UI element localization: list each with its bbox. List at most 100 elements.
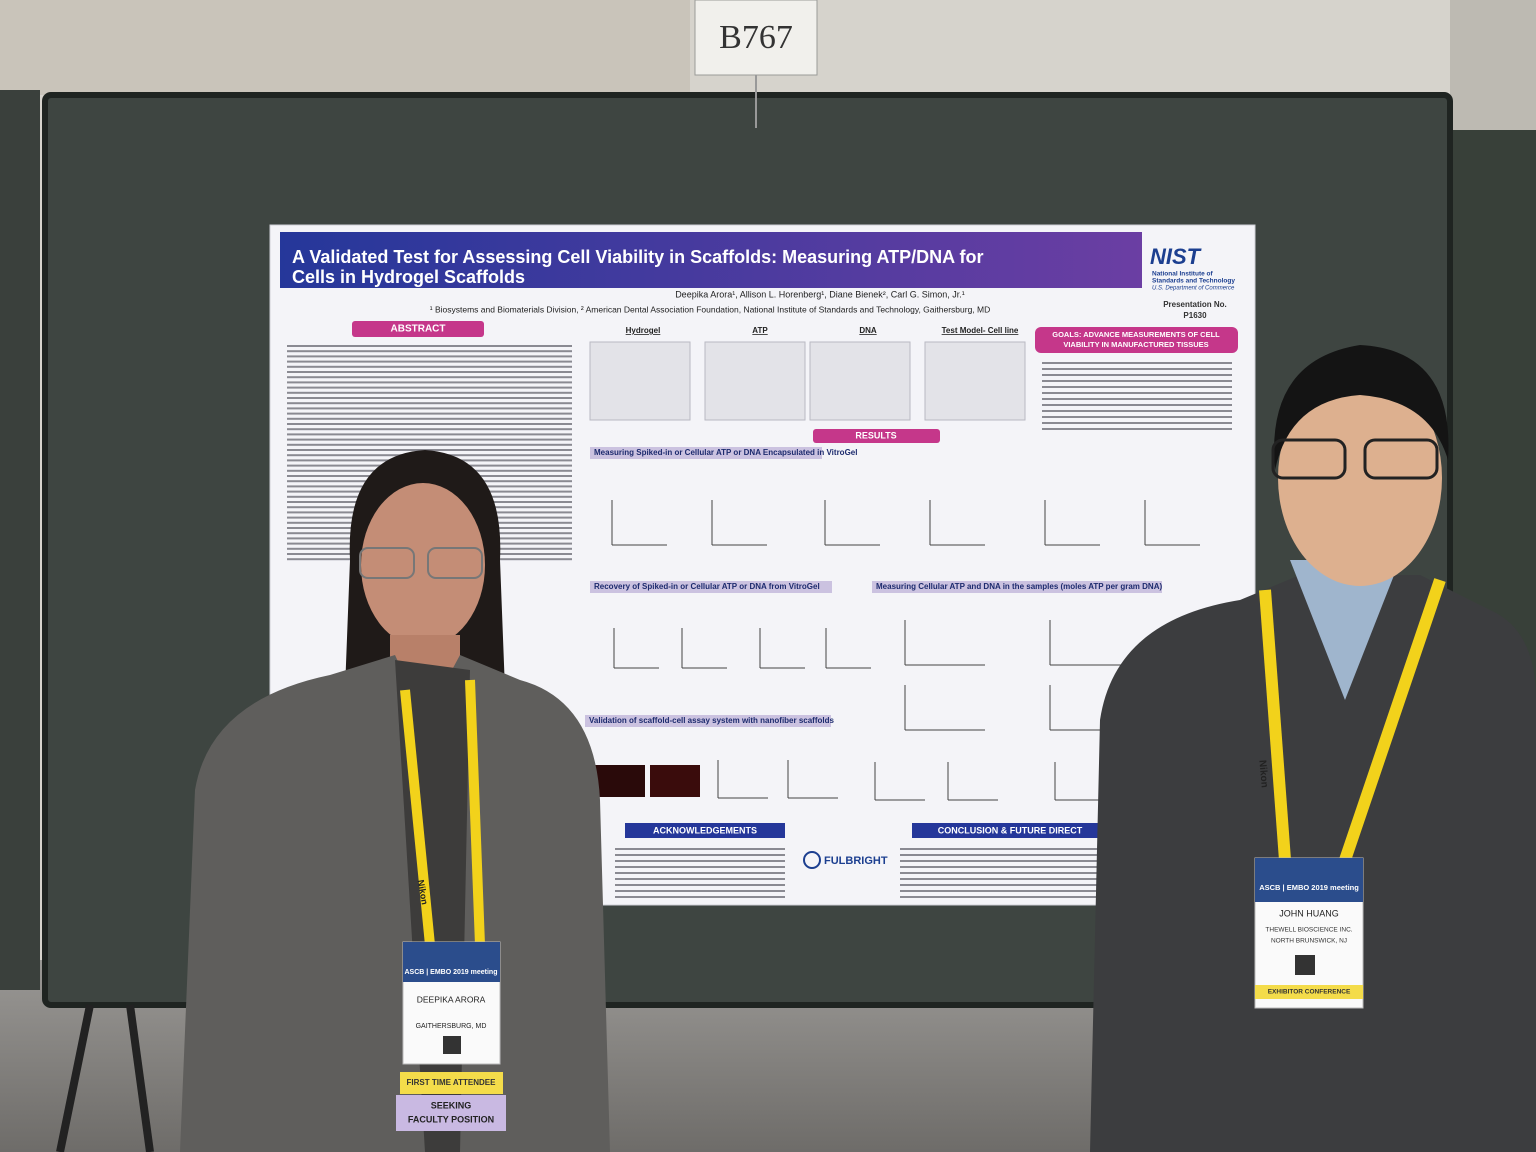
abstract-heading: ABSTRACT — [391, 324, 446, 335]
info-box — [924, 341, 1026, 421]
text-line — [615, 890, 785, 892]
hair — [1274, 345, 1449, 470]
glasses — [1363, 438, 1439, 480]
face — [1278, 370, 1442, 586]
qr-code — [443, 1036, 461, 1054]
text-line — [1042, 392, 1232, 394]
sponsor: FULBRIGHT — [824, 855, 888, 867]
badge-name: JOHN HUANG — [1279, 908, 1339, 918]
presentation-label: Presentation No. — [1163, 300, 1227, 309]
text-line — [900, 866, 1100, 868]
booth-number: B767 — [719, 19, 793, 56]
micrograph — [650, 765, 700, 797]
info-box — [589, 341, 691, 421]
fulbright-emblem — [803, 851, 821, 869]
text-line — [287, 376, 572, 379]
ribbon — [396, 1095, 506, 1131]
text-line — [900, 884, 1100, 886]
info-box — [704, 341, 806, 421]
qr-code — [1295, 955, 1315, 975]
ribbon-text: SEEKING — [431, 1100, 472, 1110]
text-line — [287, 355, 572, 358]
text-line — [615, 896, 785, 898]
lanyard — [1339, 578, 1446, 862]
text-line — [287, 391, 572, 394]
ribbon-text: FIRST TIME ATTENDEE — [407, 1078, 497, 1087]
text-line — [1042, 422, 1232, 424]
text-line — [615, 860, 785, 862]
info-box — [809, 341, 911, 421]
section-pill — [352, 321, 484, 337]
badge-header — [1255, 858, 1363, 902]
text-line — [287, 350, 572, 353]
text-line — [1042, 428, 1232, 430]
section-bar — [912, 823, 1112, 838]
badge-location: GAITHERSBURG, MD — [416, 1023, 487, 1030]
goals-text: GOALS: ADVANCE MEASUREMENTS OF CELL — [1052, 330, 1220, 339]
text-line — [1042, 368, 1232, 370]
presentation-number: P1630 — [1183, 311, 1207, 320]
nist-text: National Institute of — [1152, 271, 1214, 278]
text-line — [287, 423, 572, 425]
lanyard — [465, 679, 485, 946]
ribbon-text: EXHIBITOR CONFERENCE — [1268, 989, 1351, 996]
text-line — [1042, 386, 1232, 388]
text-line — [287, 386, 572, 389]
ribbon — [400, 1072, 503, 1094]
badge-name: DEEPIKA ARORA — [417, 994, 486, 1004]
board-leg — [126, 1004, 154, 1152]
glasses — [427, 547, 483, 579]
text-line — [287, 345, 572, 347]
micrograph — [595, 765, 645, 797]
nist-logo: NIST — [1150, 244, 1202, 269]
badge-location: NORTH BRUNSWICK, NJ — [1271, 938, 1347, 945]
text-line — [287, 381, 572, 384]
text-line — [287, 371, 572, 373]
text-line — [615, 866, 785, 868]
text-line — [900, 890, 1100, 892]
column-heading: DNA — [859, 326, 877, 335]
subsection-bar — [590, 581, 832, 593]
booth-sign — [694, 0, 818, 76]
nist-text: U.S. Department of Commerce — [1152, 286, 1235, 292]
lanyard-text: Nikon — [1256, 760, 1269, 789]
badge-meeting: ASCB | EMBO 2019 meeting — [1259, 883, 1359, 892]
subsection-heading: Measuring Spiked-in or Cellular ATP or D… — [594, 448, 857, 457]
column-heading: Hydrogel — [626, 326, 661, 335]
poster-title: Cells in Hydrogel Scaffolds — [292, 267, 525, 287]
text-line — [900, 896, 1100, 898]
text-line — [287, 360, 572, 363]
column-heading: ATP — [752, 326, 768, 335]
text-line — [900, 872, 1100, 874]
text-line — [615, 878, 785, 880]
subsection-heading: Recovery of Spiked-in or Cellular ATP or… — [594, 582, 820, 591]
text-line — [287, 365, 572, 368]
side-board — [0, 90, 40, 990]
board-leg — [56, 1004, 94, 1152]
text-line — [900, 860, 1100, 862]
poster-body — [287, 341, 1232, 898]
subsection-heading: Measuring Cellular ATP and DNA in the sa… — [876, 582, 1162, 591]
conclusion-heading: CONCLUSION & FUTURE DIRECT — [938, 825, 1083, 835]
cardigan — [180, 655, 610, 1152]
glasses — [1271, 438, 1347, 480]
nist-text: Standards and Technology — [1152, 278, 1235, 285]
text-line — [287, 397, 572, 399]
lanyard — [400, 689, 435, 946]
affiliations: ¹ Biosystems and Biomaterials Division, … — [430, 304, 991, 314]
glasses — [359, 547, 415, 579]
text-line — [900, 848, 1100, 850]
badge-company: THEWELL BIOSCIENCE INC. — [1265, 927, 1352, 934]
poster-title: A Validated Test for Assessing Cell Viab… — [292, 247, 983, 267]
text-line — [1042, 410, 1232, 412]
text-line — [287, 407, 572, 410]
lanyard-text: Nikon — [416, 879, 430, 905]
text-line — [615, 854, 785, 856]
subsection-bar — [590, 447, 822, 459]
lanyard — [1259, 589, 1291, 861]
text-line — [615, 848, 785, 850]
text-line — [1042, 362, 1232, 364]
text-line — [287, 417, 572, 420]
